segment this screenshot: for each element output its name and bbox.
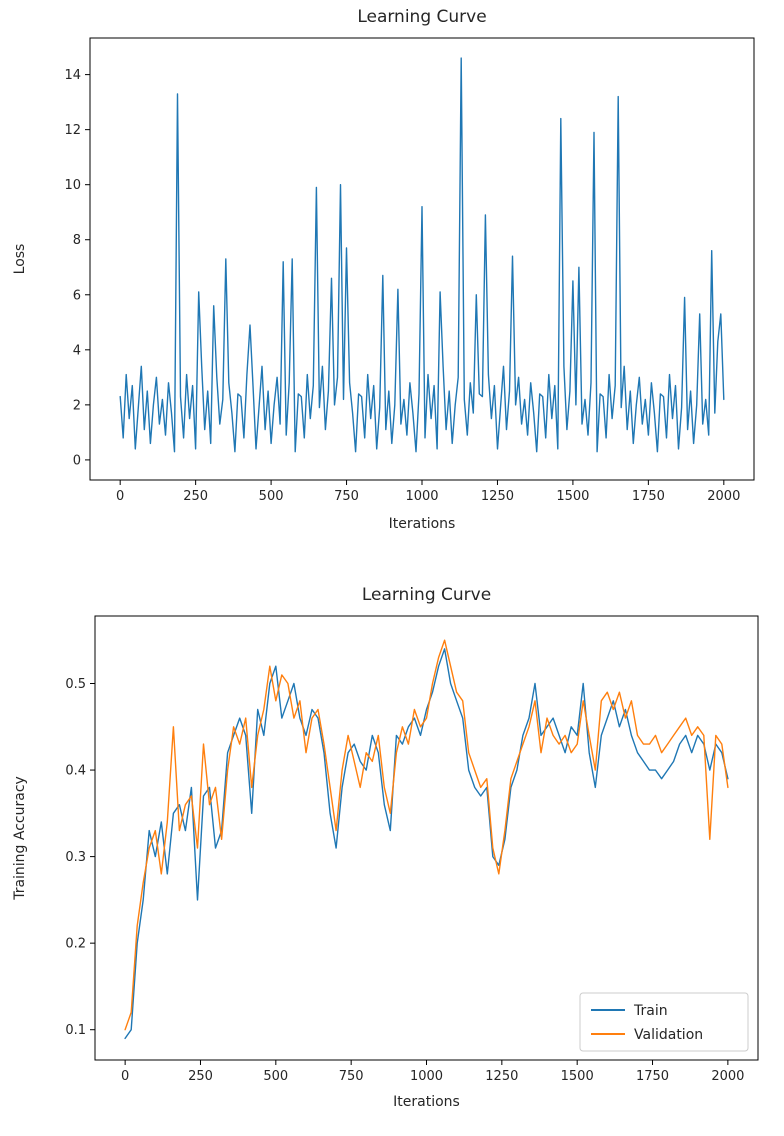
loss-chart-ylabel: Loss	[12, 244, 28, 275]
loss-chart-x-tick-label: 750	[334, 489, 359, 504]
loss-chart-x-tick-label: 2000	[707, 489, 740, 504]
accuracy-chart-x-tick-label: 750	[339, 1069, 364, 1084]
accuracy-chart-x-tick-label: 1750	[636, 1069, 669, 1084]
accuracy-chart: 0 250 500 750 1000 1250 1500 1750 2000 0.1 0.2 0.3 0…	[0, 554, 784, 1136]
loss-chart-title: Learning Curve	[357, 7, 486, 27]
loss-chart-y-tick-label: 6	[73, 288, 81, 303]
loss-chart-y-tick-label: 14	[64, 68, 81, 83]
loss-chart-y-tick-label: 0	[73, 453, 81, 468]
accuracy-chart-x-tick-label: 1250	[485, 1069, 518, 1084]
accuracy-chart-y-tick-label: 0.5	[65, 677, 86, 692]
loss-chart-figure: 0 250 500 750 1000 1250 1500 1750 2000 0 2 4 6 8 10 12 1…	[0, 0, 784, 554]
accuracy-chart-xlabel: Iterations	[393, 1094, 460, 1110]
loss-chart-x-tick-label: 0	[116, 489, 124, 504]
loss-chart-y-tick-label: 10	[64, 178, 81, 193]
accuracy-chart-series-validation	[124, 639, 729, 1031]
accuracy-chart-ylabel: Training Accuracy	[12, 776, 28, 901]
loss-chart-y-tick-label: 4	[73, 343, 81, 358]
loss-chart-x-tick-label: 250	[183, 489, 208, 504]
loss-chart-x-tick-label: 1500	[556, 489, 589, 504]
accuracy-chart-figure: 0 250 500 750 1000 1250 1500 1750 2000 0.1 0.2 0.3 0…	[0, 554, 784, 1136]
accuracy-chart-x-tick-label: 500	[263, 1069, 288, 1084]
accuracy-chart-legend-label-validation: Validation	[634, 1027, 703, 1043]
accuracy-chart-x-tick-label: 250	[188, 1069, 213, 1084]
loss-chart-y-tick-label: 8	[73, 233, 81, 248]
accuracy-chart-x-tick-label: 2000	[711, 1069, 744, 1084]
loss-chart-x-tick-label: 1000	[405, 489, 438, 504]
accuracy-chart-y-tick-label: 0.2	[65, 937, 86, 952]
loss-chart-series-loss	[119, 57, 725, 453]
accuracy-chart-y-tick-label: 0.4	[65, 764, 86, 779]
accuracy-chart-x-tick-label: 1000	[410, 1069, 443, 1084]
loss-chart-xlabel: Iterations	[389, 516, 456, 532]
accuracy-chart-series-train	[124, 648, 729, 1040]
accuracy-chart-y-tick-label: 0.3	[65, 850, 86, 865]
loss-chart: 0 250 500 750 1000 1250 1500 1750 2000 0 2 4 6 8 10 12 1…	[0, 0, 784, 550]
accuracy-chart-x-tick-label: 1500	[561, 1069, 594, 1084]
accuracy-chart-x-tick-label: 0	[121, 1069, 129, 1084]
loss-chart-x-tick-label: 1750	[632, 489, 665, 504]
accuracy-chart-legend-label-train: Train	[633, 1003, 668, 1019]
loss-chart-y-tick-label: 12	[64, 123, 81, 138]
loss-chart-x-tick-label: 500	[259, 489, 284, 504]
accuracy-chart-legend-box	[579, 992, 749, 1052]
loss-chart-y-tick-label: 2	[73, 398, 81, 413]
loss-chart-x-tick-label: 1250	[481, 489, 514, 504]
accuracy-chart-title: Learning Curve	[362, 585, 491, 605]
accuracy-chart-plot-area	[94, 615, 759, 1061]
accuracy-chart-y-tick-label: 0.1	[65, 1023, 86, 1038]
